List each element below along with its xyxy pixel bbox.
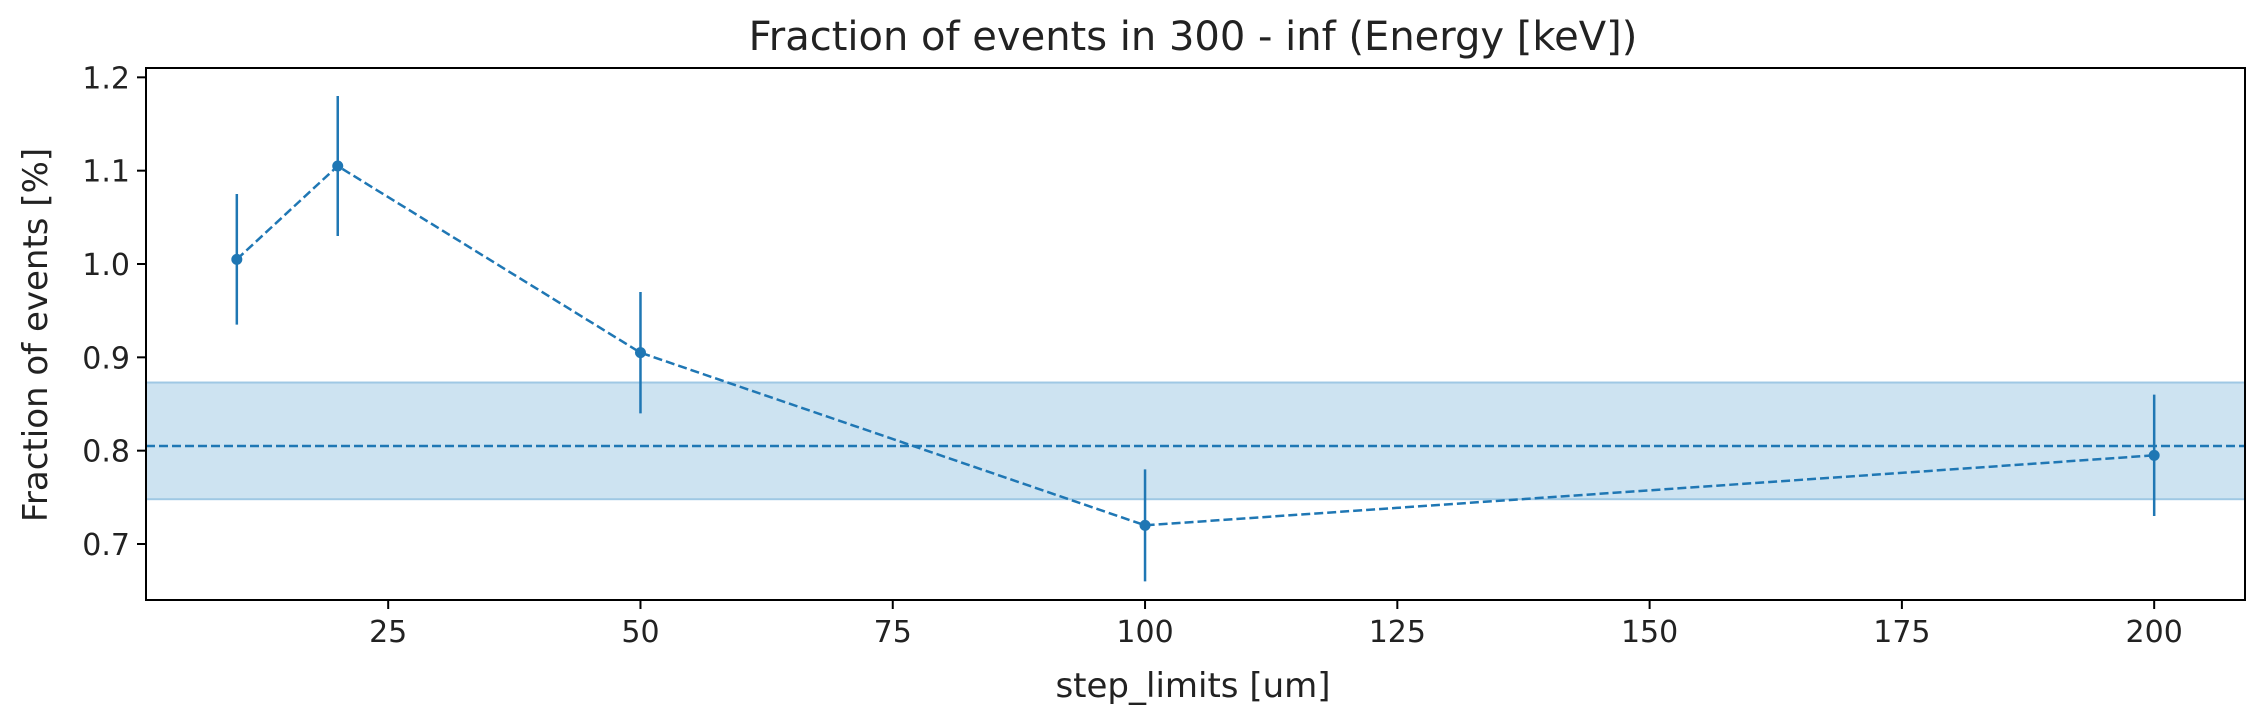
y-tick-label: 0.7 [82, 528, 130, 563]
data-point [231, 253, 243, 265]
axes-frame [145, 67, 2246, 601]
x-tick-label: 150 [1621, 615, 1678, 650]
x-tick-label: 50 [621, 615, 659, 650]
x-axis-label: step_limits [um] [1055, 666, 1330, 706]
series-line [235, 164, 2155, 527]
x-tick-label: 25 [369, 615, 407, 650]
y-tick-label: 0.9 [82, 341, 130, 376]
reference-band [145, 381, 2246, 501]
y-axis-label: Fraction of events [%] [16, 148, 56, 522]
y-tick-label: 1.0 [82, 248, 130, 283]
plot-area: 25 50 75 100 125 150 175 200 0.7 0.8 0.9 1.0 1.1 1.2 [82, 61, 2246, 650]
x-tick-label: 100 [1116, 615, 1173, 650]
y-tick-label: 1.1 [82, 155, 130, 190]
chart-title: Fraction of events in 300 - inf (Energy … [749, 14, 1638, 60]
data-point [2148, 449, 2160, 461]
x-tick-label: 75 [874, 615, 912, 650]
data-point [634, 347, 646, 359]
data-point [332, 160, 344, 172]
x-tick-label: 125 [1369, 615, 1426, 650]
y-tick-label: 0.8 [82, 435, 130, 470]
data-point [1139, 519, 1151, 531]
x-tick-label: 175 [1873, 615, 1930, 650]
y-tick-label: 1.2 [82, 61, 130, 96]
x-tick-label: 200 [2126, 615, 2183, 650]
